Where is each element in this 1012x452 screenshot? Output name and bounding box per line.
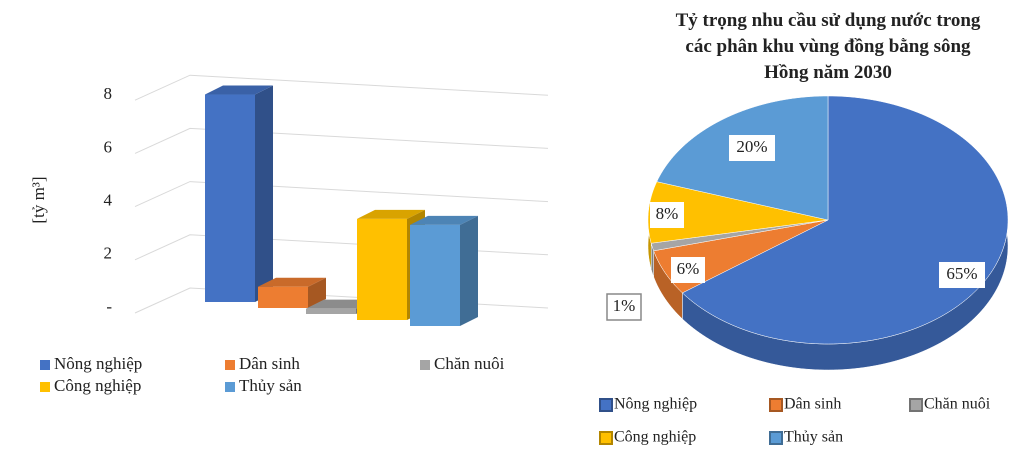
legend-swatch — [40, 360, 50, 370]
bar-side — [308, 277, 326, 308]
slice — [647, 181, 829, 244]
value-label: 6% — [677, 259, 700, 278]
legend-label: Công nghiệp — [54, 376, 141, 395]
pie-title-box: Tỷ trọng nhu cầu sử dụng nước trong các … — [675, 10, 981, 83]
legend-swatch — [225, 382, 235, 392]
value-label-box — [650, 202, 684, 228]
legend-swatch — [420, 360, 430, 370]
y-tick-label: 4 — [104, 191, 113, 210]
value-label: 8% — [656, 204, 679, 223]
bar — [410, 224, 460, 326]
y-tick-label: 8 — [104, 84, 113, 103]
legend-label: Chăn nuôi — [924, 396, 991, 413]
legend-label: Dân sinh — [784, 396, 841, 413]
bar-top — [357, 209, 425, 219]
legend-label: Chăn nuôi — [434, 354, 505, 373]
bar — [357, 218, 407, 320]
legend-swatch — [769, 398, 783, 412]
bar — [306, 308, 356, 314]
y-axis-label: [tỷ m³] — [29, 176, 48, 223]
legend-label: Nông nghiệp — [614, 396, 697, 413]
value-label: 20% — [736, 137, 767, 156]
value-label-box — [939, 262, 985, 288]
value-label: 65% — [946, 264, 977, 283]
value-label-box — [729, 135, 775, 161]
value-label: 1% — [613, 296, 636, 315]
bar-side — [460, 215, 478, 326]
bar-top — [410, 215, 478, 225]
y-tick-label: 2 — [104, 244, 113, 263]
bar — [258, 286, 308, 308]
y-tick-label: - — [106, 297, 112, 316]
value-label-box — [606, 293, 642, 321]
legend-label: Dân sinh — [239, 354, 300, 373]
legend-swatch — [225, 360, 235, 370]
pie-title: Tỷ trọng nhu cầu sử dụng nước trong các … — [675, 10, 981, 83]
bar — [205, 94, 255, 303]
legend-label: Thủy sản — [239, 376, 302, 395]
legend-label: Thủy sản — [784, 429, 843, 446]
slice — [681, 95, 1009, 345]
bar-top — [258, 277, 326, 287]
grid-line — [134, 74, 549, 101]
legend-label: Nông nghiệp — [54, 354, 142, 373]
legend-swatch — [769, 431, 783, 445]
grid-line — [134, 181, 549, 208]
grid-line — [134, 127, 549, 154]
bar-top — [205, 85, 273, 95]
y-tick-label: 6 — [104, 137, 113, 156]
legend-swatch — [599, 398, 613, 412]
legend-swatch — [599, 431, 613, 445]
legend-swatch — [909, 398, 923, 412]
grid-line — [134, 234, 549, 261]
bar-side — [255, 85, 273, 303]
legend-swatch — [40, 382, 50, 392]
legend-label: Công nghiệp — [614, 429, 696, 446]
value-label-box — [671, 257, 705, 283]
